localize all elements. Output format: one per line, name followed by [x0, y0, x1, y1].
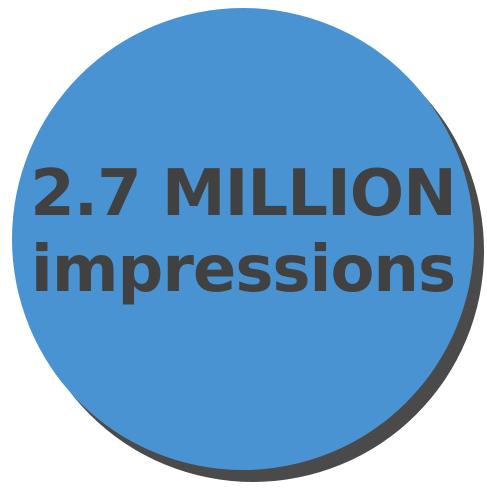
badge-subline: impressions	[30, 233, 456, 307]
badge-text: 2.7 MILLION impressions	[12, 8, 474, 470]
badge-circle	[12, 8, 474, 470]
badge-headline: 2.7 MILLION	[30, 157, 456, 231]
